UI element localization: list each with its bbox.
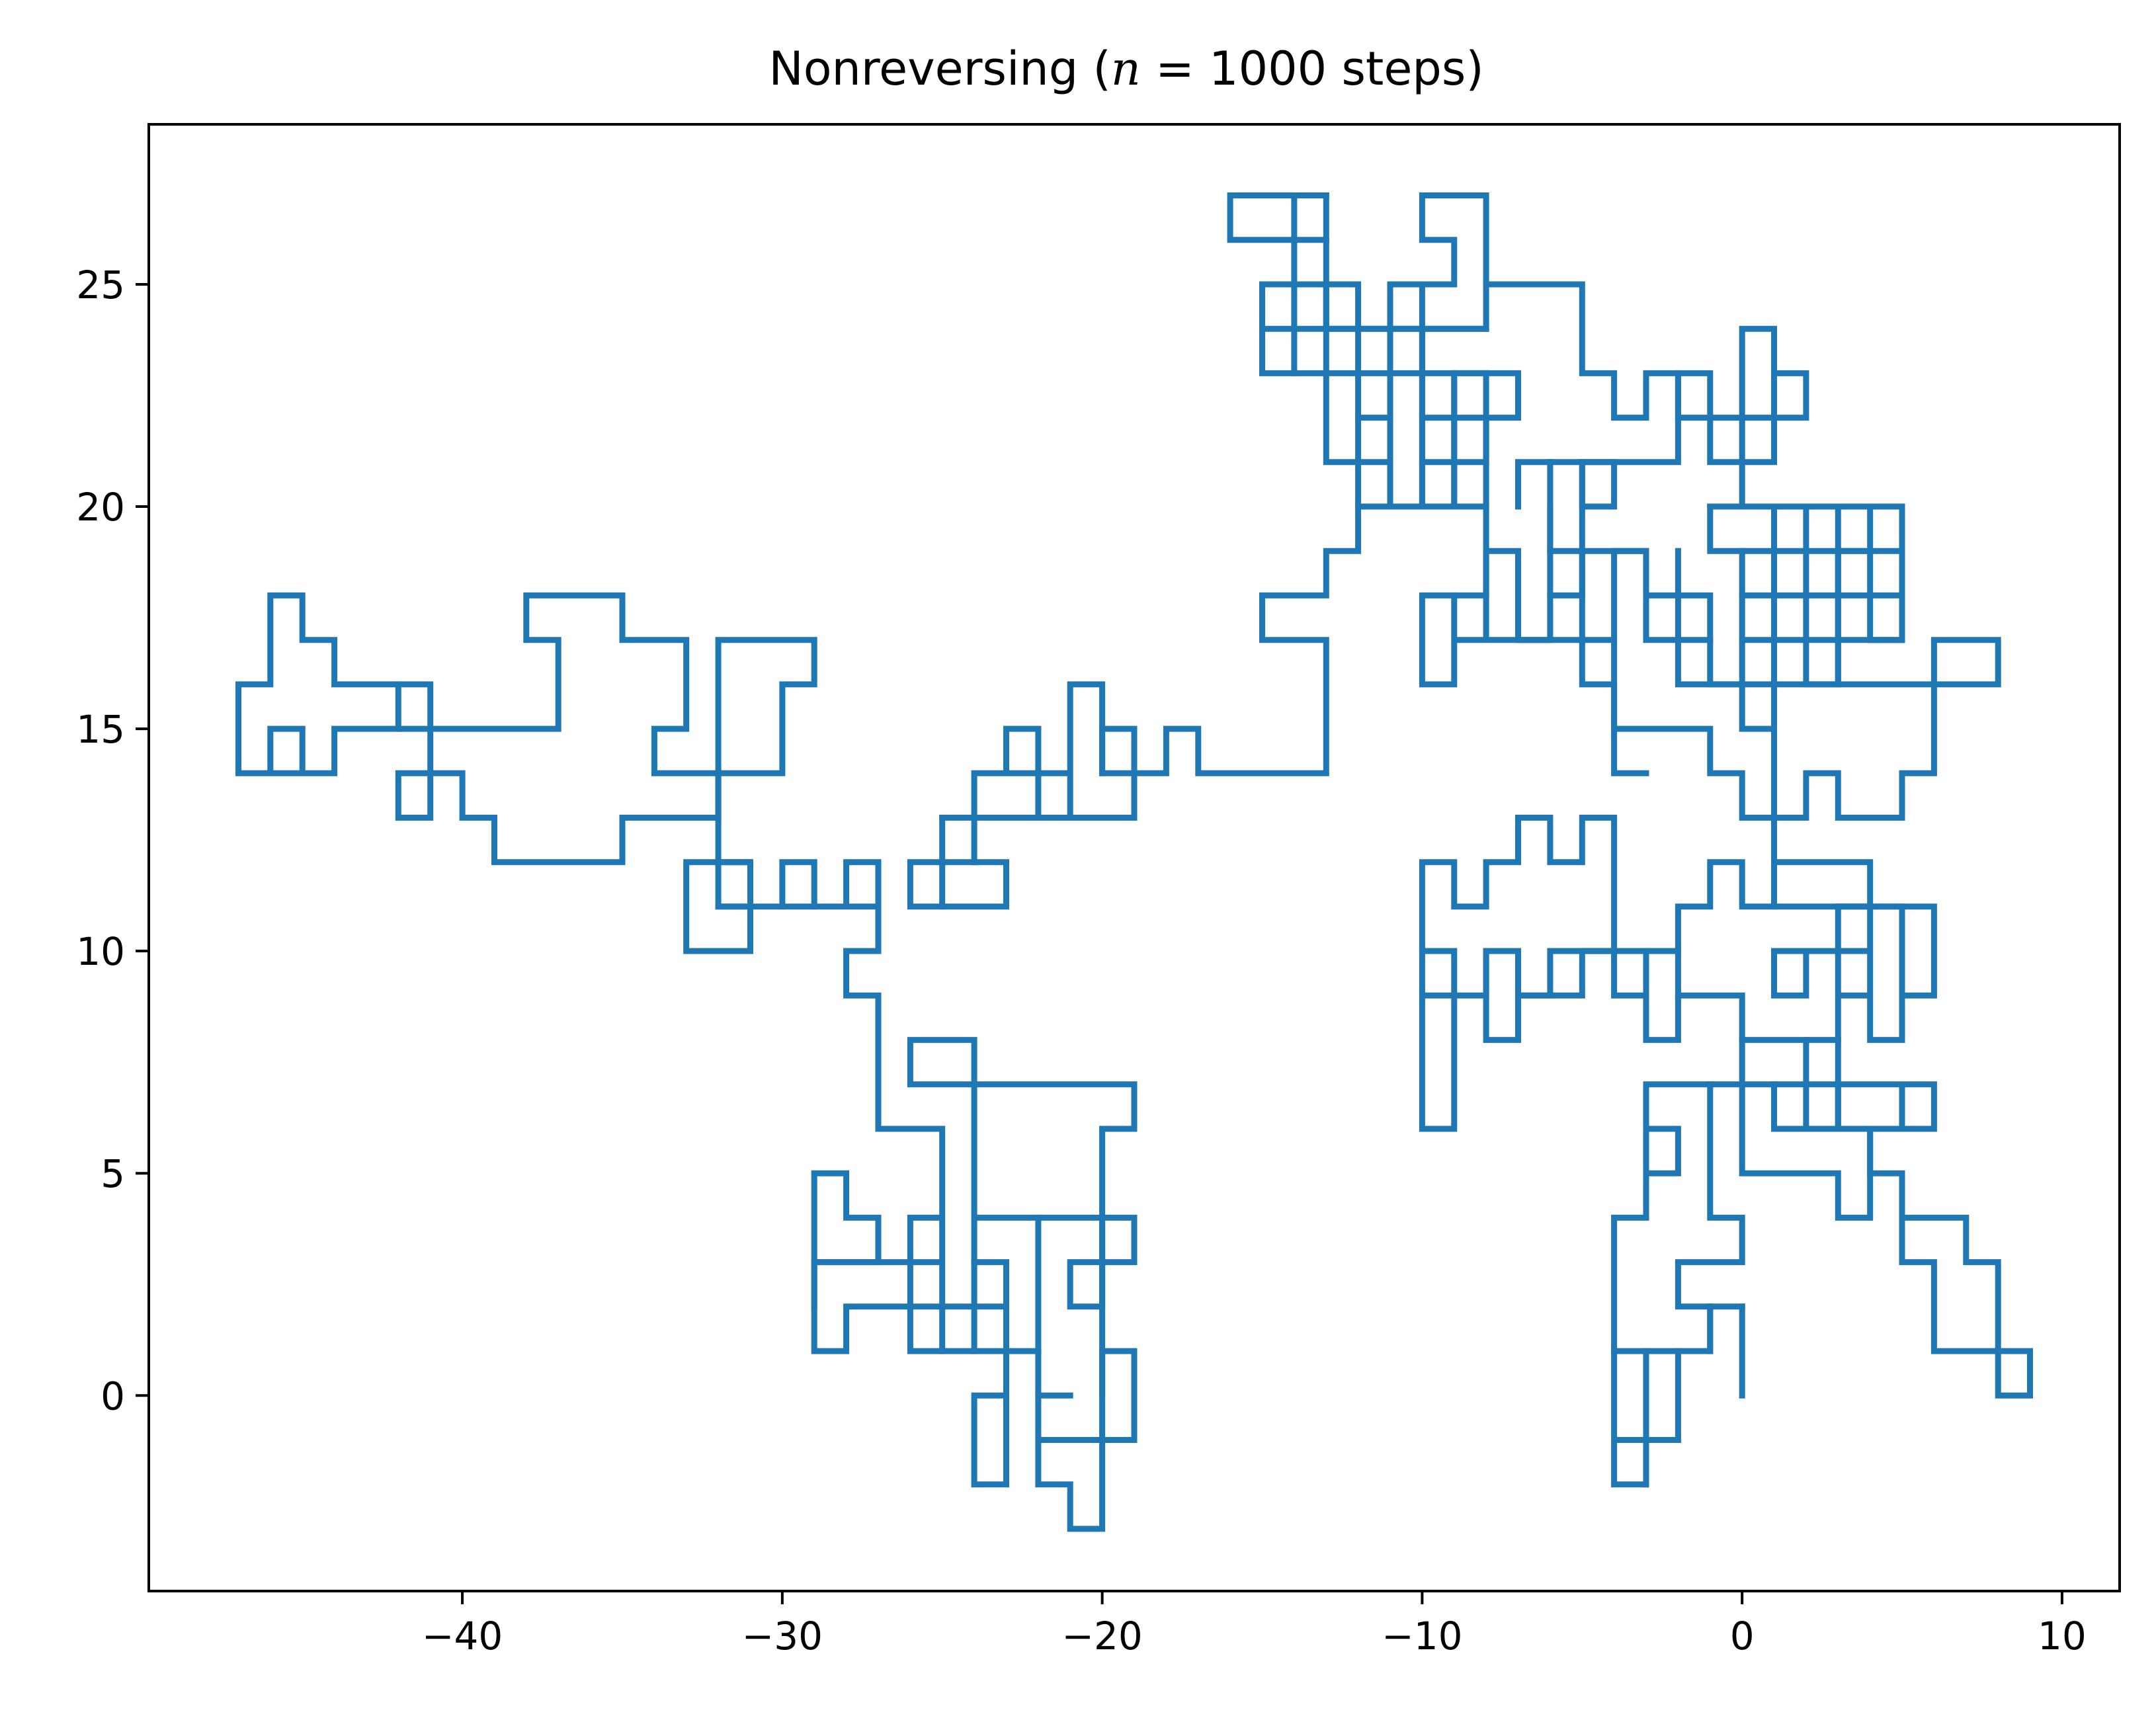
x-tick-label: 10 — [2038, 1614, 2087, 1659]
walk-path-segment — [1483, 948, 1618, 1044]
x-tick-label: −30 — [742, 1614, 823, 1659]
walk-path-segment — [1867, 1126, 2033, 1399]
walk-path-segment — [939, 681, 1138, 821]
y-tick-label: 10 — [76, 929, 125, 974]
walk-path-segment — [1515, 459, 1554, 510]
walk-path-segment — [1579, 325, 1809, 688]
x-tick-label: −10 — [1382, 1614, 1462, 1659]
walk-path-segment — [1099, 281, 1489, 776]
walk-path-segment — [1643, 1348, 1681, 1443]
walk-path-segment — [779, 859, 817, 910]
walk-path-segment — [907, 725, 1042, 910]
x-tick-label: −20 — [1061, 1614, 1142, 1659]
walk-path-segment — [683, 859, 753, 954]
walk-path-segment — [811, 903, 1138, 1488]
x-tick-label: −40 — [422, 1614, 503, 1659]
x-axis: −40 −30 −20 −10 0 10 — [422, 1591, 2087, 1659]
y-tick-label: 15 — [76, 707, 125, 752]
walk-path-segment — [1739, 637, 2001, 821]
walk-path-segment — [1227, 192, 1329, 243]
x-tick-label: 0 — [1730, 1614, 1755, 1659]
walk-path-segment — [1419, 548, 1874, 1132]
walk-path-segment — [1483, 370, 1521, 421]
walk-path-segment — [1547, 548, 1585, 598]
y-tick-label: 0 — [101, 1374, 125, 1418]
walk-path-segment — [1323, 281, 1393, 466]
walk-path-segment — [1419, 281, 1489, 332]
chart-title: Nonreversing (n = 1000 steps) — [768, 42, 1483, 96]
walk-path-segment — [1611, 637, 1649, 776]
y-tick-label: 20 — [76, 485, 125, 530]
y-tick-label: 25 — [76, 263, 125, 308]
walk-path-segment — [1739, 1037, 1937, 1221]
walk-path-segment — [1419, 815, 1681, 1044]
walk-path-segment — [1611, 1170, 1649, 1354]
plot-area — [235, 192, 2033, 1532]
y-tick-label: 5 — [101, 1151, 125, 1196]
walk-path-segment — [1035, 1348, 1106, 1532]
walk-path-segment — [811, 1170, 882, 1310]
walk-path-segment — [1675, 903, 1937, 1044]
axes-frame — [147, 123, 2121, 1592]
walk-path-segment — [1547, 548, 1714, 643]
walk-path-segment — [1643, 1081, 1777, 1176]
walk-path-segment — [715, 637, 882, 910]
walk-path-segment — [1675, 548, 1777, 821]
walk-path-segment — [939, 859, 977, 910]
y-axis: 0 5 10 15 20 25 — [76, 263, 149, 1418]
